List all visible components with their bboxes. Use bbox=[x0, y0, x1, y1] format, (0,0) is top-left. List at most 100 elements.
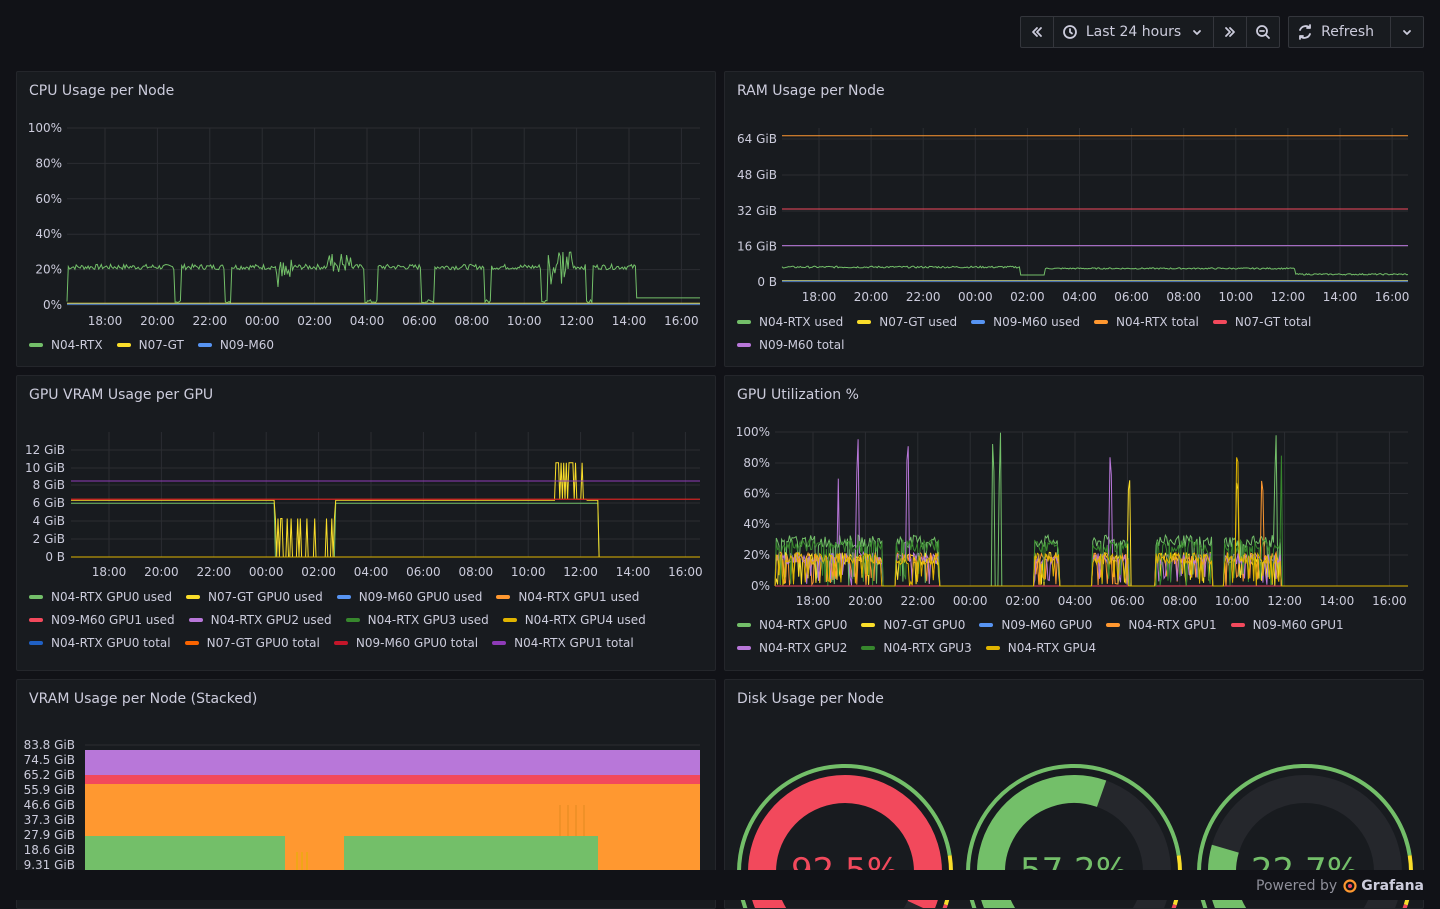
x-tick-label: 08:00 bbox=[1166, 290, 1201, 304]
legend-item[interactable]: N04-RTX GPU2 bbox=[737, 636, 847, 659]
legend-label: N04-RTX GPU2 bbox=[759, 640, 848, 655]
legend-swatch bbox=[29, 640, 43, 645]
x-tick-label: 22:00 bbox=[906, 290, 941, 304]
legend-item[interactable]: N07-GT bbox=[116, 333, 184, 356]
gpu-utilization-chart: 0% 20% 40% 60% 80% 100% 18:00 20:00 22:00 00:00 02… bbox=[736, 425, 1408, 608]
legend-swatch bbox=[1230, 622, 1245, 627]
legend-label: N04-RTX GPU3 used bbox=[367, 612, 489, 627]
panel-gpu-utilization[interactable]: GPU Utilization % 0% 20% 40% 60% 80% 100% 18:0… bbox=[724, 375, 1424, 671]
legend-item[interactable]: N04-RTX GPU3 used bbox=[345, 608, 489, 631]
legend-item[interactable]: N09-M60 GPU1 used bbox=[29, 608, 175, 631]
legend-label: N04-RTX GPU1 used bbox=[518, 589, 640, 604]
legend-swatch bbox=[184, 640, 199, 645]
x-tick-label: 18:00 bbox=[802, 290, 837, 304]
y-tick-label: 0% bbox=[751, 579, 770, 593]
panel-ram-usage[interactable]: RAM Usage per Node 0 B 16 GiB 32 GiB 48 GiB… bbox=[724, 71, 1424, 367]
x-tick-label: 04:00 bbox=[1058, 594, 1093, 608]
chevron-down-icon bbox=[1403, 30, 1411, 35]
legend-item[interactable]: N09-M60 GPU1 bbox=[1230, 613, 1344, 636]
time-forward-button[interactable] bbox=[1214, 17, 1248, 47]
legend-label: N04-RTX GPU1 total bbox=[514, 635, 634, 650]
legend-swatch bbox=[737, 319, 751, 324]
legend-swatch bbox=[861, 622, 876, 627]
area-band bbox=[85, 775, 700, 784]
panel-cpu-usage[interactable]: CPU Usage per Node 0% 20% 40% 60% 80% 100% 18:… bbox=[16, 71, 716, 367]
legend-label: N09-M60 used bbox=[993, 314, 1081, 329]
y-tick-label: 0 B bbox=[45, 550, 65, 564]
legend-item[interactable]: N07-GT GPU0 bbox=[861, 613, 965, 636]
x-tick-label: 20:00 bbox=[848, 594, 883, 608]
x-tick-label: 20:00 bbox=[140, 314, 175, 328]
x-tick-label: 08:00 bbox=[455, 314, 490, 328]
legend-label: N07-GT used bbox=[879, 314, 958, 329]
x-tick-label: 12:00 bbox=[1267, 594, 1302, 608]
y-tick-label: 65.2 GiB bbox=[24, 768, 75, 782]
chevron-down-icon bbox=[1193, 30, 1202, 35]
y-tick-label: 37.3 GiB bbox=[24, 813, 75, 827]
legend-swatch bbox=[737, 342, 751, 347]
y-tick-label: 46.6 GiB bbox=[24, 798, 75, 812]
legend-item[interactable]: N04-RTX used bbox=[737, 310, 843, 333]
legend-item[interactable]: N04-RTX GPU1 used bbox=[496, 585, 639, 608]
x-tick-label: 02:00 bbox=[297, 314, 332, 328]
cpu-usage-chart: 0% 20% 40% 60% 80% 100% 18:00 20:00 22:00 00:00 02… bbox=[28, 121, 700, 328]
y-tick-label: 0 B bbox=[757, 275, 777, 289]
series-line bbox=[774, 457, 1408, 587]
legend-label: N07-GT total bbox=[1234, 314, 1312, 329]
time-range-picker[interactable]: Last 24 hours bbox=[1054, 17, 1215, 47]
legend-item[interactable]: N09-M60 GPU0 used bbox=[336, 585, 482, 608]
legend-item[interactable]: N07-GT GPU0 total bbox=[184, 631, 320, 654]
panel-title: Disk Usage per Node bbox=[737, 691, 884, 707]
legend-item[interactable]: N04-RTX bbox=[29, 333, 103, 356]
legend-item[interactable]: N04-RTX GPU3 bbox=[861, 636, 972, 659]
legend-item[interactable]: N07-GT used bbox=[857, 310, 957, 333]
legend-swatch bbox=[737, 622, 751, 627]
legend-item[interactable]: N04-RTX GPU1 bbox=[1106, 613, 1217, 636]
legend-item[interactable]: N04-RTX GPU0 total bbox=[29, 631, 171, 654]
legend-label: N04-RTX used bbox=[759, 314, 844, 329]
x-tick-label: 02:00 bbox=[1005, 594, 1040, 608]
legend-item[interactable]: N04-RTX GPU4 bbox=[985, 636, 1097, 659]
legend-item[interactable]: N09-M60 total bbox=[737, 333, 844, 356]
x-tick-label: 10:00 bbox=[1219, 290, 1254, 304]
legend-swatch bbox=[29, 594, 43, 599]
legend-swatch bbox=[1094, 319, 1109, 324]
x-tick-label: 02:00 bbox=[301, 565, 336, 579]
legend-item[interactable]: N09-M60 GPU0 total bbox=[333, 631, 478, 654]
x-tick-label: 22:00 bbox=[197, 565, 232, 579]
legend-item[interactable]: N04-RTX GPU4 used bbox=[502, 608, 646, 631]
y-tick-label: 20% bbox=[35, 263, 62, 277]
legend-item[interactable]: N09-M60 GPU0 bbox=[979, 613, 1092, 636]
x-tick-label: 14:00 bbox=[1320, 594, 1355, 608]
area-band bbox=[85, 750, 700, 775]
clock-icon bbox=[1062, 25, 1077, 39]
chevron-double-right-icon bbox=[1225, 27, 1236, 37]
x-tick-label: 16:00 bbox=[1375, 290, 1410, 304]
legend-item[interactable]: N04-RTX GPU2 used bbox=[188, 608, 332, 631]
grafana-logo-icon bbox=[1343, 879, 1357, 893]
time-back-button[interactable] bbox=[1021, 17, 1054, 47]
legend-swatch bbox=[197, 342, 212, 347]
zoom-out-button[interactable] bbox=[1247, 17, 1279, 47]
legend-item[interactable]: N09-M60 used bbox=[971, 310, 1080, 333]
panel-gpu-vram[interactable]: GPU VRAM Usage per GPU 0 B 2 GiB 4 GiB 6 Gi… bbox=[16, 375, 716, 671]
legend-item[interactable]: N09-M60 bbox=[197, 333, 274, 356]
legend-swatch bbox=[336, 594, 351, 599]
legend-item[interactable]: N04-RTX GPU1 total bbox=[492, 631, 634, 654]
x-tick-label: 04:00 bbox=[350, 314, 385, 328]
legend-label: N04-RTX total bbox=[1116, 314, 1199, 329]
legend-label: N04-RTX GPU4 bbox=[1007, 640, 1097, 655]
x-tick-label: 16:00 bbox=[664, 314, 699, 328]
x-tick-label: 04:00 bbox=[354, 565, 389, 579]
refresh-interval-dropdown[interactable] bbox=[1391, 17, 1423, 47]
panel-title: CPU Usage per Node bbox=[29, 83, 175, 99]
refresh-button[interactable]: Refresh bbox=[1289, 17, 1391, 47]
legend-item[interactable]: N07-GT total bbox=[1212, 310, 1312, 333]
legend-item[interactable]: N07-GT GPU0 used bbox=[186, 585, 323, 608]
x-tick-label: 06:00 bbox=[1114, 290, 1149, 304]
legend-label: N04-RTX GPU0 bbox=[759, 617, 848, 632]
legend-item[interactable]: N04-RTX GPU0 used bbox=[29, 585, 172, 608]
legend-item[interactable]: N04-RTX total bbox=[1094, 310, 1199, 333]
legend-item[interactable]: N04-RTX GPU0 bbox=[737, 613, 847, 636]
